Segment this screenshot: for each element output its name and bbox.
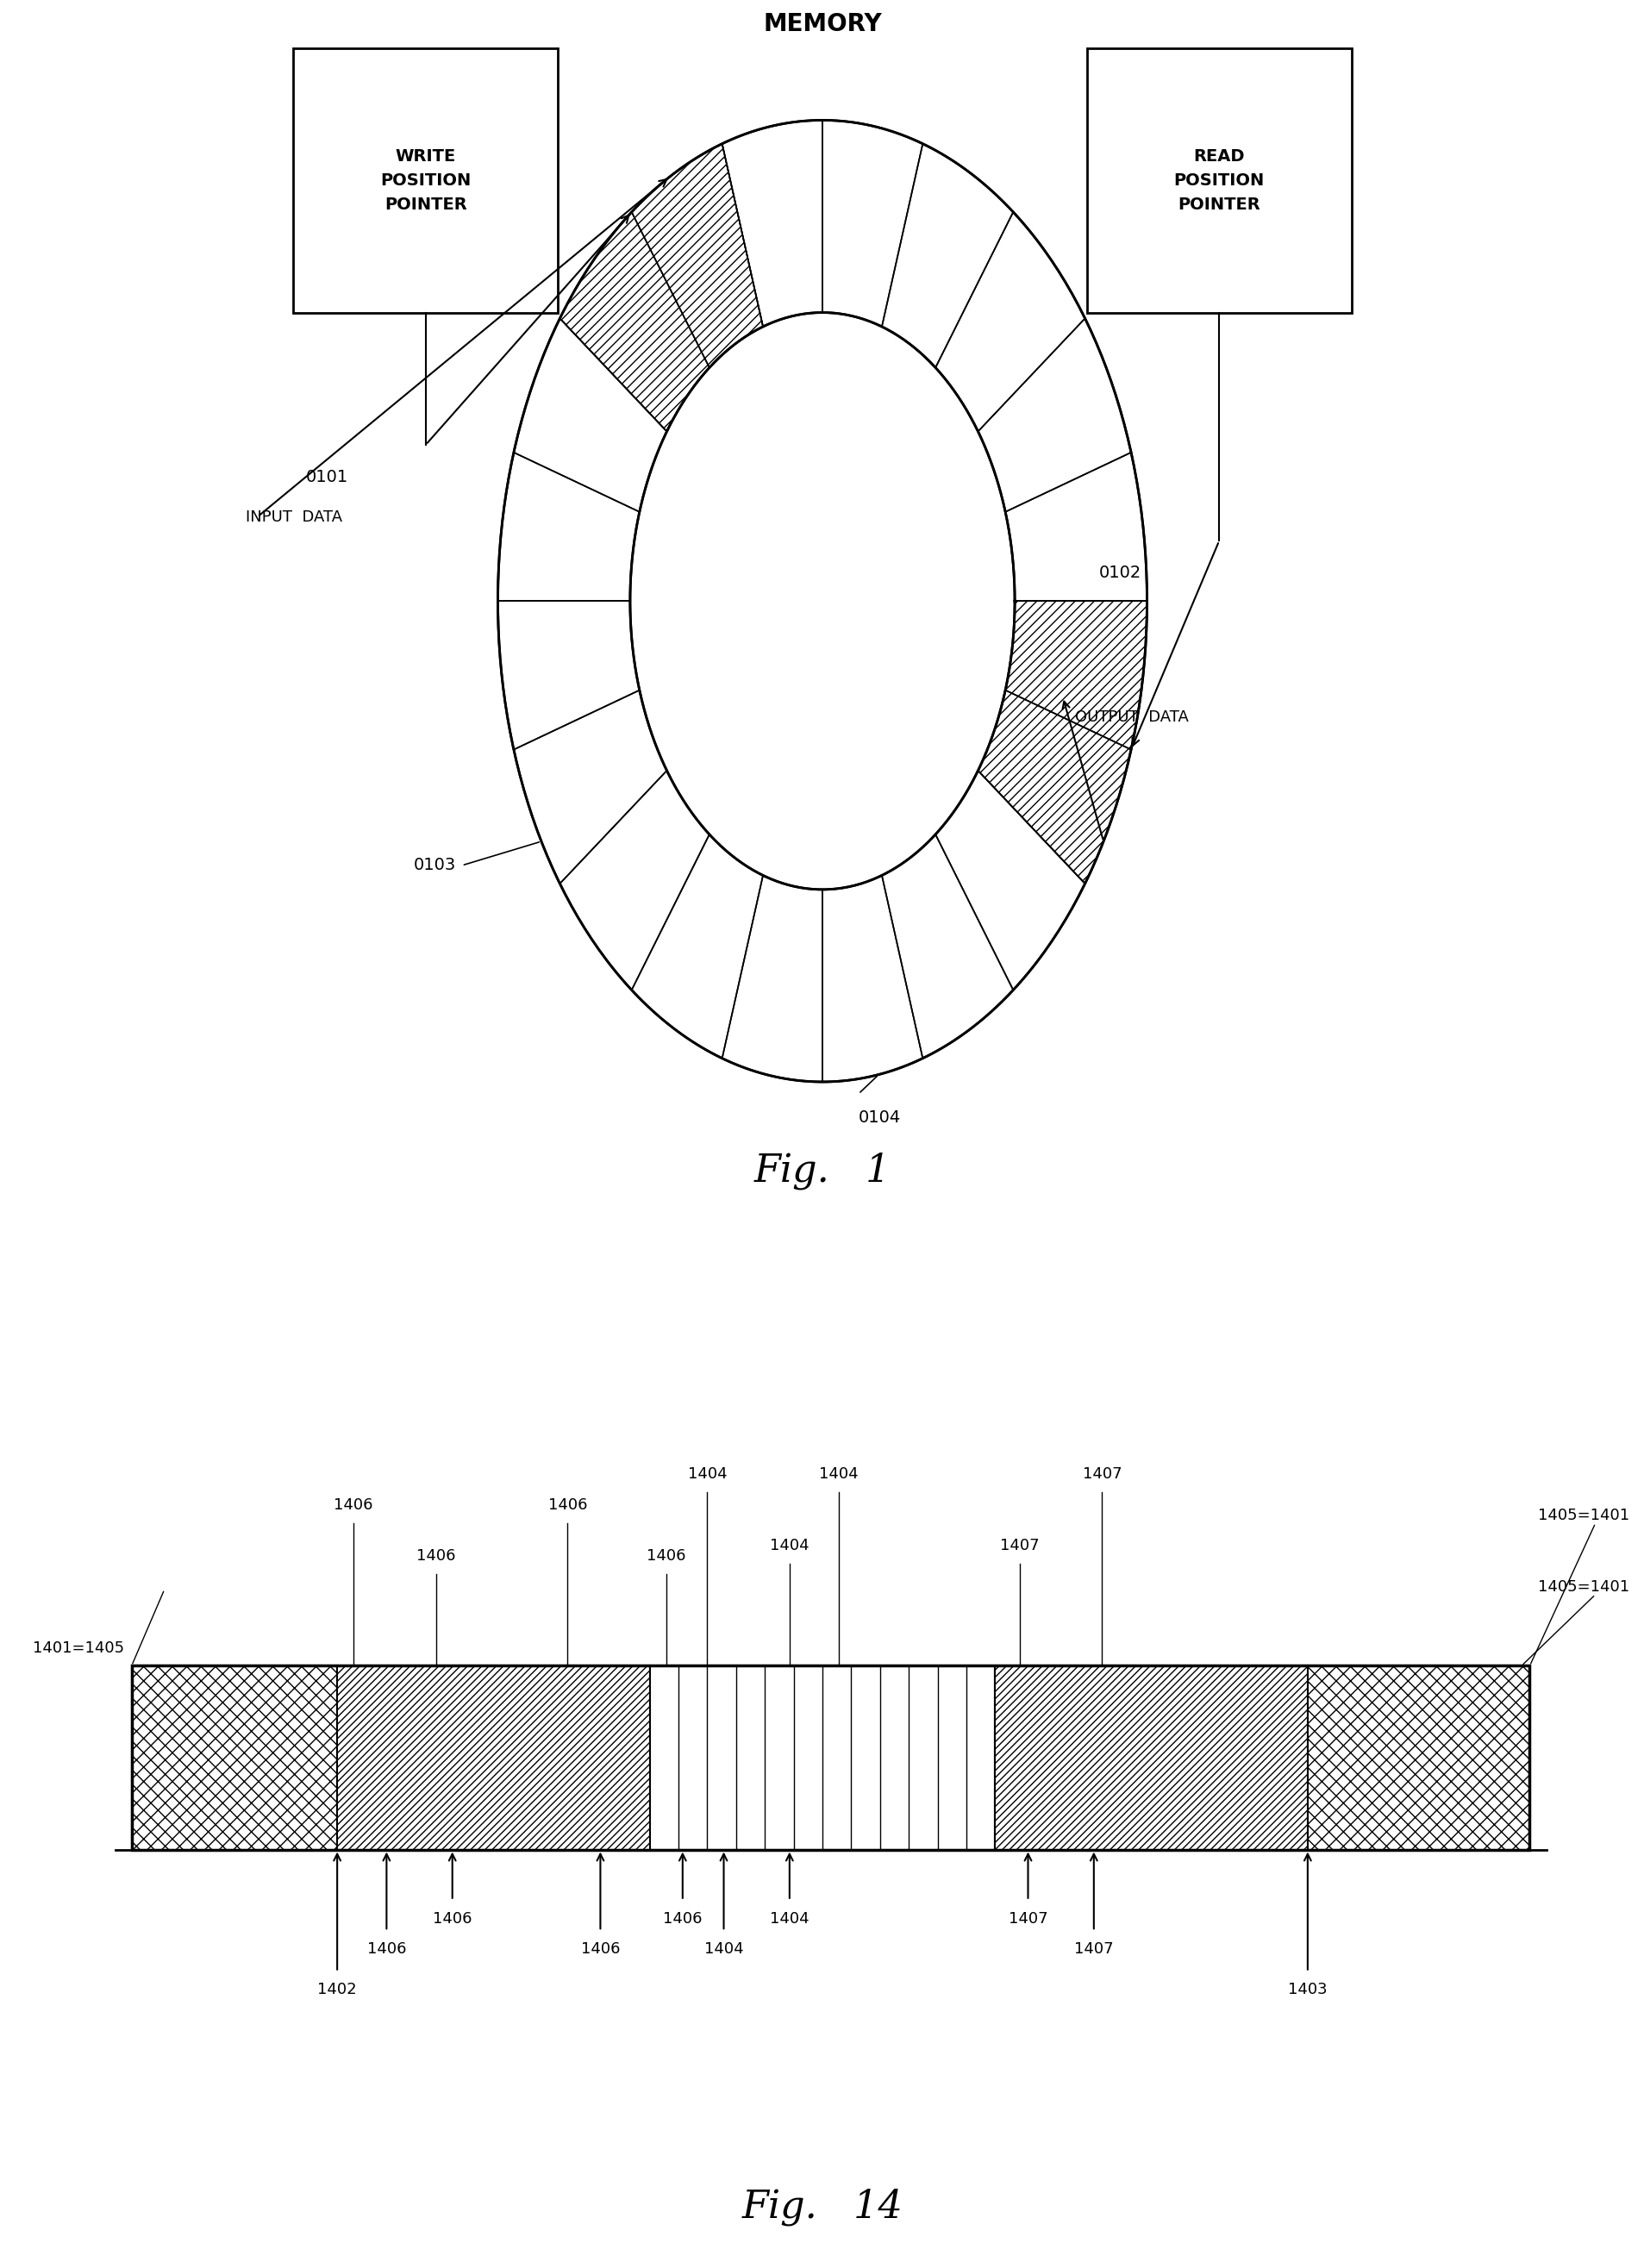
Text: 1407: 1407 [1074,1941,1113,1957]
Text: 1406: 1406 [646,1549,686,1565]
Bar [995,1665,1307,1851]
Text: 1406: 1406 [416,1549,455,1565]
Text: 0104: 0104 [858,1109,901,1127]
Text: 1404: 1404 [819,1467,858,1483]
Text: 1403: 1403 [1287,1982,1327,1998]
Text: WRITE
POSITION
POINTER: WRITE POSITION POINTER [380,147,470,213]
Text: 1406: 1406 [547,1497,587,1513]
Text: MEMORY: MEMORY [763,11,881,36]
Text: 1406: 1406 [663,1910,702,1926]
Text: 1404: 1404 [769,1538,809,1554]
Text: INPUT  DATA: INPUT DATA [245,508,342,524]
Bar [132,1665,1529,1851]
Bar [649,1665,995,1851]
Text: OUTPUT  DATA: OUTPUT DATA [1074,710,1189,726]
Bar [1307,1665,1529,1851]
Bar [1087,48,1351,313]
Text: 1406: 1406 [580,1941,620,1957]
Text: 1404: 1404 [769,1910,809,1926]
Polygon shape [559,143,763,431]
Text: 1402: 1402 [317,1982,357,1998]
Text: 1406: 1406 [367,1941,406,1957]
Text: Fig.   14: Fig. 14 [741,2189,903,2225]
Bar [337,1665,649,1851]
Text: 0102: 0102 [1098,565,1141,581]
Text: 1401=1405: 1401=1405 [33,1640,125,1656]
Text: 1407: 1407 [1008,1910,1047,1926]
Text: 1407: 1407 [1000,1538,1039,1554]
Text: 1406: 1406 [334,1497,373,1513]
Text: 1405=1401: 1405=1401 [1537,1508,1629,1524]
Text: 0103: 0103 [414,857,455,873]
Text: 1404: 1404 [687,1467,727,1483]
Bar [293,48,557,313]
Text: 1405=1401: 1405=1401 [1537,1579,1629,1594]
Bar [132,1665,337,1851]
Text: Fig.   1: Fig. 1 [753,1152,891,1191]
Text: 1407: 1407 [1082,1467,1121,1483]
Text: 0101: 0101 [306,469,349,485]
Text: READ
POSITION
POINTER: READ POSITION POINTER [1174,147,1264,213]
Polygon shape [978,601,1146,885]
Text: 1406: 1406 [432,1910,472,1926]
Text: 1404: 1404 [704,1941,743,1957]
